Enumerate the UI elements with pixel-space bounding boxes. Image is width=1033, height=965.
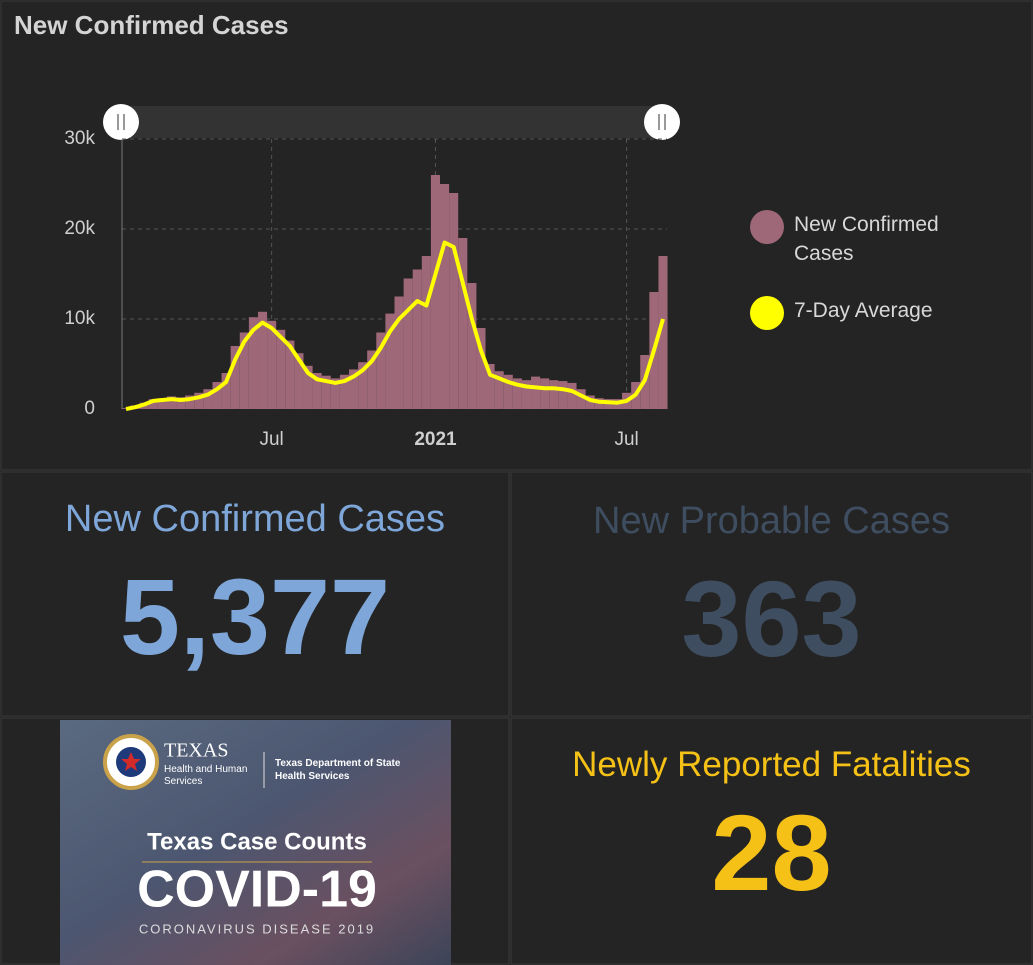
stat-card: Newly Reported Fatalities 28 xyxy=(510,745,1033,907)
department-box: Texas Department of State Health Service… xyxy=(275,757,415,787)
panel-title: New Confirmed Cases xyxy=(14,10,289,40)
y-tick-label: 0 xyxy=(84,398,95,419)
bar xyxy=(549,380,558,409)
range-handle[interactable] xyxy=(103,104,139,140)
x-tick-label: 2021 xyxy=(414,429,457,450)
banner-subtitle: CORONAVIRUS DISEASE 2019 xyxy=(139,921,375,936)
bar xyxy=(440,184,449,409)
legend-label: New Confirmed Cases xyxy=(794,210,950,268)
stat-label: New Probable Cases xyxy=(510,500,1033,543)
stat-value: 363 xyxy=(510,565,1033,673)
legend-swatch xyxy=(750,210,784,244)
y-tick-label: 10k xyxy=(64,308,95,329)
legend-item[interactable]: 7-Day Average xyxy=(750,296,950,330)
bar xyxy=(267,321,276,409)
bar xyxy=(567,383,576,409)
bar xyxy=(422,256,431,409)
bar xyxy=(540,378,549,409)
x-tick-label: Jul xyxy=(259,429,283,450)
y-tick-label: 30k xyxy=(64,128,95,149)
bar xyxy=(558,381,567,409)
bar xyxy=(404,279,413,410)
stat-card: New Probable Cases 363 xyxy=(510,500,1033,673)
bar xyxy=(413,270,422,410)
stat-label: New Confirmed Cases xyxy=(0,498,510,541)
bar xyxy=(449,193,458,409)
stat-value: 5,377 xyxy=(0,563,510,671)
legend-item[interactable]: New Confirmed Cases xyxy=(750,210,950,268)
stat-value: 28 xyxy=(510,799,1033,907)
range-slider-track[interactable] xyxy=(121,106,662,138)
agency: TEXAS xyxy=(164,740,228,762)
x-tick-label: Jul xyxy=(614,429,638,450)
banner-heading: Texas Case Counts xyxy=(147,828,367,855)
department: Texas Department of State Health Service… xyxy=(275,757,415,783)
legend-swatch xyxy=(750,296,784,330)
agency-sub: Health and Human Services xyxy=(164,764,262,788)
agency-sub-box: Health and Human Services xyxy=(164,764,262,794)
y-tick-label: 20k xyxy=(64,218,95,239)
stat-card: New Confirmed Cases 5,377 xyxy=(0,498,510,671)
stat-label: Newly Reported Fatalities xyxy=(510,745,1033,785)
banner-covid: COVID-19 xyxy=(137,861,377,919)
bar xyxy=(531,377,540,409)
dashboard: New Confirmed Cases TEXAS Health and Hum… xyxy=(0,0,1033,965)
legend-label: 7-Day Average xyxy=(794,296,950,325)
range-handle[interactable] xyxy=(644,104,680,140)
